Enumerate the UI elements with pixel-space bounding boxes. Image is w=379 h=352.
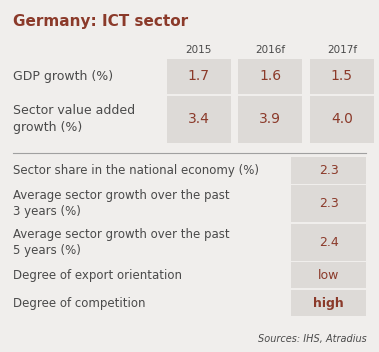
Text: low: low <box>318 269 339 282</box>
Text: Average sector growth over the past
5 years (%): Average sector growth over the past 5 ye… <box>13 228 229 257</box>
Bar <box>291 262 366 288</box>
Text: 1.7: 1.7 <box>188 69 210 83</box>
Text: Degree of competition: Degree of competition <box>13 297 145 310</box>
Text: Average sector growth over the past
3 years (%): Average sector growth over the past 3 ye… <box>13 189 229 218</box>
Text: 2.4: 2.4 <box>319 236 338 249</box>
Text: high: high <box>313 297 344 310</box>
Text: 1.5: 1.5 <box>331 69 353 83</box>
Text: Germany: ICT sector: Germany: ICT sector <box>13 14 188 29</box>
Bar <box>238 96 302 143</box>
Text: Sector value added
growth (%): Sector value added growth (%) <box>13 104 135 134</box>
Bar <box>291 157 366 184</box>
Bar <box>291 224 366 260</box>
Text: 3.9: 3.9 <box>259 112 281 126</box>
Text: 3.4: 3.4 <box>188 112 210 126</box>
Text: 2015: 2015 <box>186 45 212 55</box>
Text: Degree of export orientation: Degree of export orientation <box>13 269 182 282</box>
Text: Sources: IHS, Atradius: Sources: IHS, Atradius <box>258 334 366 344</box>
Bar <box>291 290 366 316</box>
Text: GDP growth (%): GDP growth (%) <box>13 70 113 83</box>
Bar <box>238 59 302 94</box>
Text: 2.3: 2.3 <box>319 164 338 177</box>
Text: 2016f: 2016f <box>255 45 285 55</box>
Text: 1.6: 1.6 <box>259 69 282 83</box>
Text: Sector share in the national economy (%): Sector share in the national economy (%) <box>13 164 259 177</box>
Text: 2017f: 2017f <box>327 45 357 55</box>
Bar <box>167 96 231 143</box>
Text: 4.0: 4.0 <box>331 112 353 126</box>
Bar <box>310 59 374 94</box>
Bar <box>167 59 231 94</box>
Bar <box>310 96 374 143</box>
Bar <box>291 186 366 222</box>
Text: 2.3: 2.3 <box>319 197 338 210</box>
